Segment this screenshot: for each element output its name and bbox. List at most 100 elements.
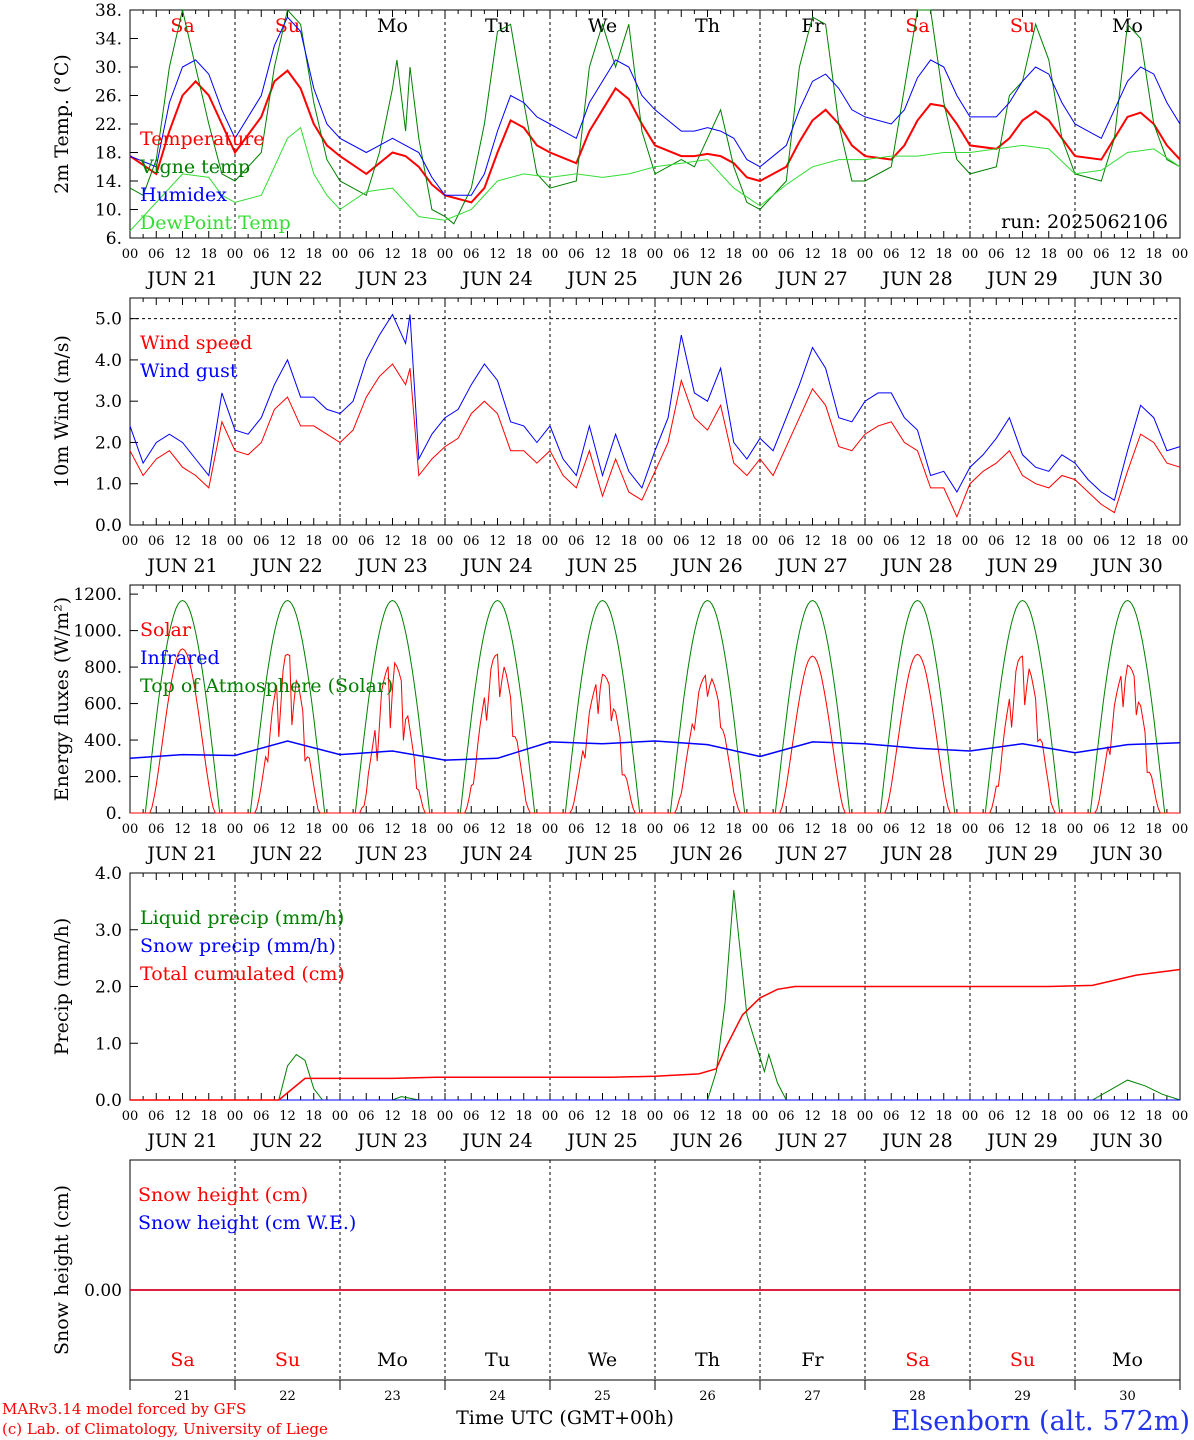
hour-label: 06 <box>463 534 480 549</box>
hour-label: 06 <box>673 1109 690 1124</box>
hour-label: 18 <box>200 247 217 262</box>
day-label: JUN 29 <box>985 268 1057 290</box>
hour-label: 18 <box>935 822 952 837</box>
hour-label: 06 <box>568 247 585 262</box>
y-tick-label: 0.00 <box>84 1281 122 1301</box>
weekday-bottom: Su <box>1010 1349 1035 1371</box>
hour-label: 18 <box>830 1109 847 1124</box>
hour-label: 00 <box>122 247 139 262</box>
credit-line-1: MARv3.14 model forced by GFS <box>2 1400 246 1418</box>
hour-label: 18 <box>1145 822 1162 837</box>
series-toa-day <box>865 599 970 814</box>
hour-label: 06 <box>253 247 270 262</box>
y-tick-label: 1.0 <box>95 1034 122 1054</box>
y-tick-label: 0.0 <box>95 1091 122 1111</box>
hour-label: 06 <box>148 1109 165 1124</box>
weekday-bottom: Sa <box>170 1349 194 1371</box>
hour-label: 12 <box>594 534 611 549</box>
series-humidex <box>129 16 1181 196</box>
hour-label: 06 <box>1093 247 1110 262</box>
legend-entry: Humidex <box>140 184 227 206</box>
y-tick-label: 4.0 <box>95 864 122 884</box>
hour-label: 00 <box>122 1109 139 1124</box>
hour-label: 00 <box>752 247 769 262</box>
hour-label: 06 <box>253 534 270 549</box>
hour-label: 00 <box>542 534 559 549</box>
hour-label: 00 <box>647 1109 664 1124</box>
hour-label: 06 <box>463 247 480 262</box>
y-tick-label: 14. <box>95 172 122 192</box>
series-infrared <box>129 740 1181 761</box>
hour-label: 12 <box>174 1109 191 1124</box>
hour-label: 12 <box>699 822 716 837</box>
day-number: 29 <box>1014 1389 1031 1404</box>
hour-label: 12 <box>279 534 296 549</box>
legend-entry: DewPoint Temp <box>140 212 291 234</box>
hour-label: 00 <box>962 1109 979 1124</box>
weekday-top: Th <box>695 15 720 37</box>
y-tick-label: 4.0 <box>95 351 122 371</box>
hour-label: 06 <box>568 822 585 837</box>
y-axis-title: Snow height (cm) <box>51 1185 73 1355</box>
hour-label: 06 <box>883 247 900 262</box>
hour-label: 18 <box>515 822 532 837</box>
hour-label: 12 <box>1014 822 1031 837</box>
y-tick-label: 30. <box>95 58 122 78</box>
series-toa-day <box>235 599 340 814</box>
series-solar-day <box>1075 664 1180 814</box>
day-label: JUN 21 <box>145 268 217 290</box>
hour-label: 12 <box>594 247 611 262</box>
weekday-top: Sa <box>170 15 194 37</box>
legend-entry: Infrared <box>140 647 220 669</box>
weekday-bottom: Fr <box>801 1349 824 1371</box>
hour-label: 00 <box>1172 1109 1189 1124</box>
hour-label: 18 <box>305 534 322 549</box>
hour-label: 12 <box>1014 1109 1031 1124</box>
panel-1: 6. 10. 14. 18. 22. 26. 30. 34. 38. 2m Temp. (°C) 0… <box>51 1 1188 290</box>
hour-label: 18 <box>515 247 532 262</box>
hour-label: 18 <box>305 247 322 262</box>
day-label: JUN 29 <box>985 555 1057 577</box>
day-label: JUN 24 <box>460 1130 532 1152</box>
weekday-bottom: Sa <box>905 1349 929 1371</box>
day-number: 28 <box>909 1389 926 1404</box>
hour-label: 18 <box>1145 1109 1162 1124</box>
x-axis-title: Time UTC (GMT+00h) <box>456 1407 674 1429</box>
hour-label: 06 <box>148 534 165 549</box>
day-label: JUN 25 <box>565 268 637 290</box>
hour-label: 06 <box>883 1109 900 1124</box>
hour-label: 00 <box>1067 822 1084 837</box>
day-number: 30 <box>1119 1389 1136 1404</box>
day-label: JUN 27 <box>775 268 847 290</box>
day-label: JUN 30 <box>1090 1130 1162 1152</box>
hour-label: 06 <box>673 822 690 837</box>
hour-label: 18 <box>410 822 427 837</box>
hour-label: 06 <box>883 534 900 549</box>
hour-label: 06 <box>988 534 1005 549</box>
y-axis-title: 10m Wind (m/s) <box>51 335 73 488</box>
series-toa-day <box>130 599 235 814</box>
hour-label: 06 <box>148 822 165 837</box>
hour-label: 06 <box>988 822 1005 837</box>
day-label: JUN 25 <box>565 843 637 865</box>
day-label: JUN 30 <box>1090 555 1162 577</box>
hour-label: 12 <box>279 822 296 837</box>
hour-label: 12 <box>699 1109 716 1124</box>
hour-label: 06 <box>358 822 375 837</box>
hour-label: 00 <box>227 822 244 837</box>
panel-4: 0.0 1.0 2.0 3.0 4.0 Precip (mm/h) 00 06 12 18 JUN … <box>51 864 1188 1152</box>
y-tick-label: 22. <box>95 115 122 135</box>
hour-label: 12 <box>1014 247 1031 262</box>
hour-label: 12 <box>279 247 296 262</box>
y-tick-label: 0.0 <box>95 516 122 536</box>
series-solar-day <box>970 655 1075 814</box>
hour-label: 06 <box>1093 534 1110 549</box>
hour-label: 00 <box>962 534 979 549</box>
weekday-top: Mo <box>377 15 408 37</box>
series-solar-day <box>130 648 235 814</box>
day-label: JUN 23 <box>355 1130 427 1152</box>
y-tick-label: 600. <box>84 695 122 715</box>
hour-label: 18 <box>725 822 742 837</box>
hour-label: 12 <box>699 247 716 262</box>
hour-label: 12 <box>909 822 926 837</box>
